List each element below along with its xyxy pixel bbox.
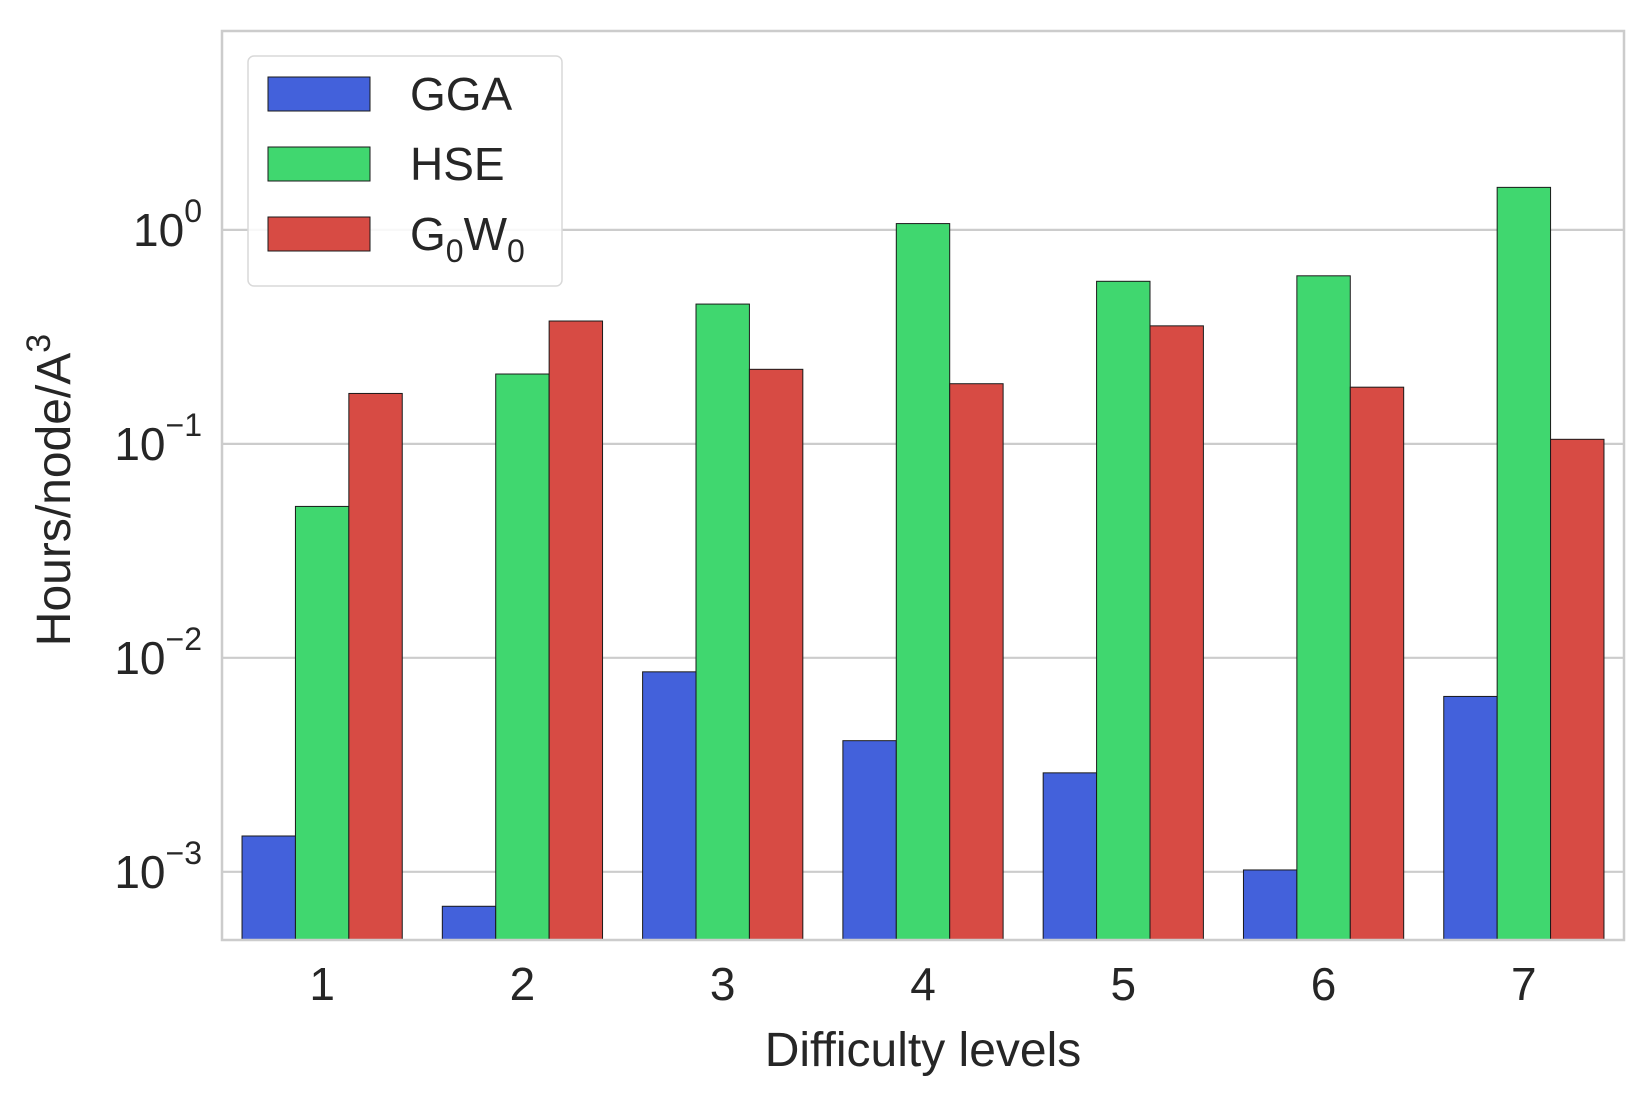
bars bbox=[241, 186, 1605, 941]
legend-label-part: 0 bbox=[507, 233, 525, 269]
legend-label-part: 0 bbox=[446, 233, 464, 269]
y-tick-label-base: 10 bbox=[114, 418, 165, 470]
y-axis-label-sup: 3 bbox=[20, 334, 58, 353]
bar-gga-level-5 bbox=[1042, 772, 1098, 941]
x-tick-label: 4 bbox=[910, 958, 936, 1010]
bar-hse-level-1 bbox=[294, 505, 350, 941]
legend-label-hse: HSE bbox=[410, 138, 505, 190]
bar-gga-level-6 bbox=[1242, 869, 1298, 941]
y-tick-label: 10−1 bbox=[114, 407, 202, 470]
y-tick-label-exp: −1 bbox=[166, 407, 202, 443]
bar-hse-level-5 bbox=[1096, 280, 1151, 941]
y-axis-label-base: Hours/node/A bbox=[28, 353, 81, 647]
bar-g0w0-level-4 bbox=[949, 383, 1004, 941]
bar-g0w0-level-7 bbox=[1550, 438, 1605, 941]
y-tick-label-exp: −3 bbox=[166, 835, 202, 871]
legend-label-part: W bbox=[464, 208, 508, 260]
y-tick-label: 100 bbox=[133, 193, 202, 256]
y-tick-label-base: 10 bbox=[133, 204, 184, 256]
bar-gga-level-4 bbox=[842, 740, 897, 941]
bar-hse-level-2 bbox=[495, 373, 550, 941]
x-tick-labels: 1 2 3 4 5 6 7 bbox=[309, 958, 1536, 1010]
y-axis-label: Hours/node/A3 bbox=[20, 334, 81, 646]
legend-label-part: HSE bbox=[410, 138, 505, 190]
legend-swatch-hse bbox=[267, 146, 371, 182]
bar-gga-level-1 bbox=[241, 835, 296, 941]
bar-gga-level-3 bbox=[642, 671, 697, 941]
bar-g0w0-level-2 bbox=[548, 320, 604, 941]
y-tick-label-base: 10 bbox=[114, 632, 165, 684]
x-tick-label: 1 bbox=[309, 958, 335, 1010]
bar-g0w0-level-1 bbox=[348, 392, 403, 941]
bar-g0w0-level-6 bbox=[1349, 386, 1405, 941]
x-axis-label: Difficulty levels bbox=[765, 1024, 1082, 1077]
x-tick-label: 2 bbox=[510, 958, 536, 1010]
bar-hse-level-7 bbox=[1496, 186, 1552, 941]
x-tick-label: 3 bbox=[710, 958, 736, 1010]
legend-label-part: GGA bbox=[410, 68, 513, 120]
bar-g0w0-level-5 bbox=[1149, 325, 1204, 941]
x-tick-label: 5 bbox=[1110, 958, 1136, 1010]
y-tick-label-base: 10 bbox=[114, 846, 165, 898]
legend-swatch-g0w0 bbox=[267, 216, 371, 252]
legend-label-g0w0: G0W0 bbox=[410, 208, 525, 269]
legend-swatch-gga bbox=[267, 76, 371, 112]
x-tick-label: 6 bbox=[1311, 958, 1337, 1010]
x-tick-label: 7 bbox=[1511, 958, 1537, 1010]
bar-hse-level-6 bbox=[1296, 275, 1351, 941]
bar-gga-level-2 bbox=[441, 905, 497, 941]
legend-label-gga: GGA bbox=[410, 68, 513, 120]
bar-g0w0-level-3 bbox=[748, 368, 804, 941]
bar-hse-level-4 bbox=[895, 223, 951, 941]
y-tick-label: 10−2 bbox=[114, 621, 202, 684]
y-tick-label-exp: 0 bbox=[184, 193, 202, 229]
bar-gga-level-7 bbox=[1443, 695, 1498, 941]
legend-label-part: G bbox=[410, 208, 446, 260]
y-tick-label-exp: −2 bbox=[166, 621, 202, 657]
y-tick-label: 10−3 bbox=[114, 835, 202, 898]
plot-frame bbox=[220, 29, 1626, 942]
bar-hse-level-3 bbox=[695, 303, 750, 941]
